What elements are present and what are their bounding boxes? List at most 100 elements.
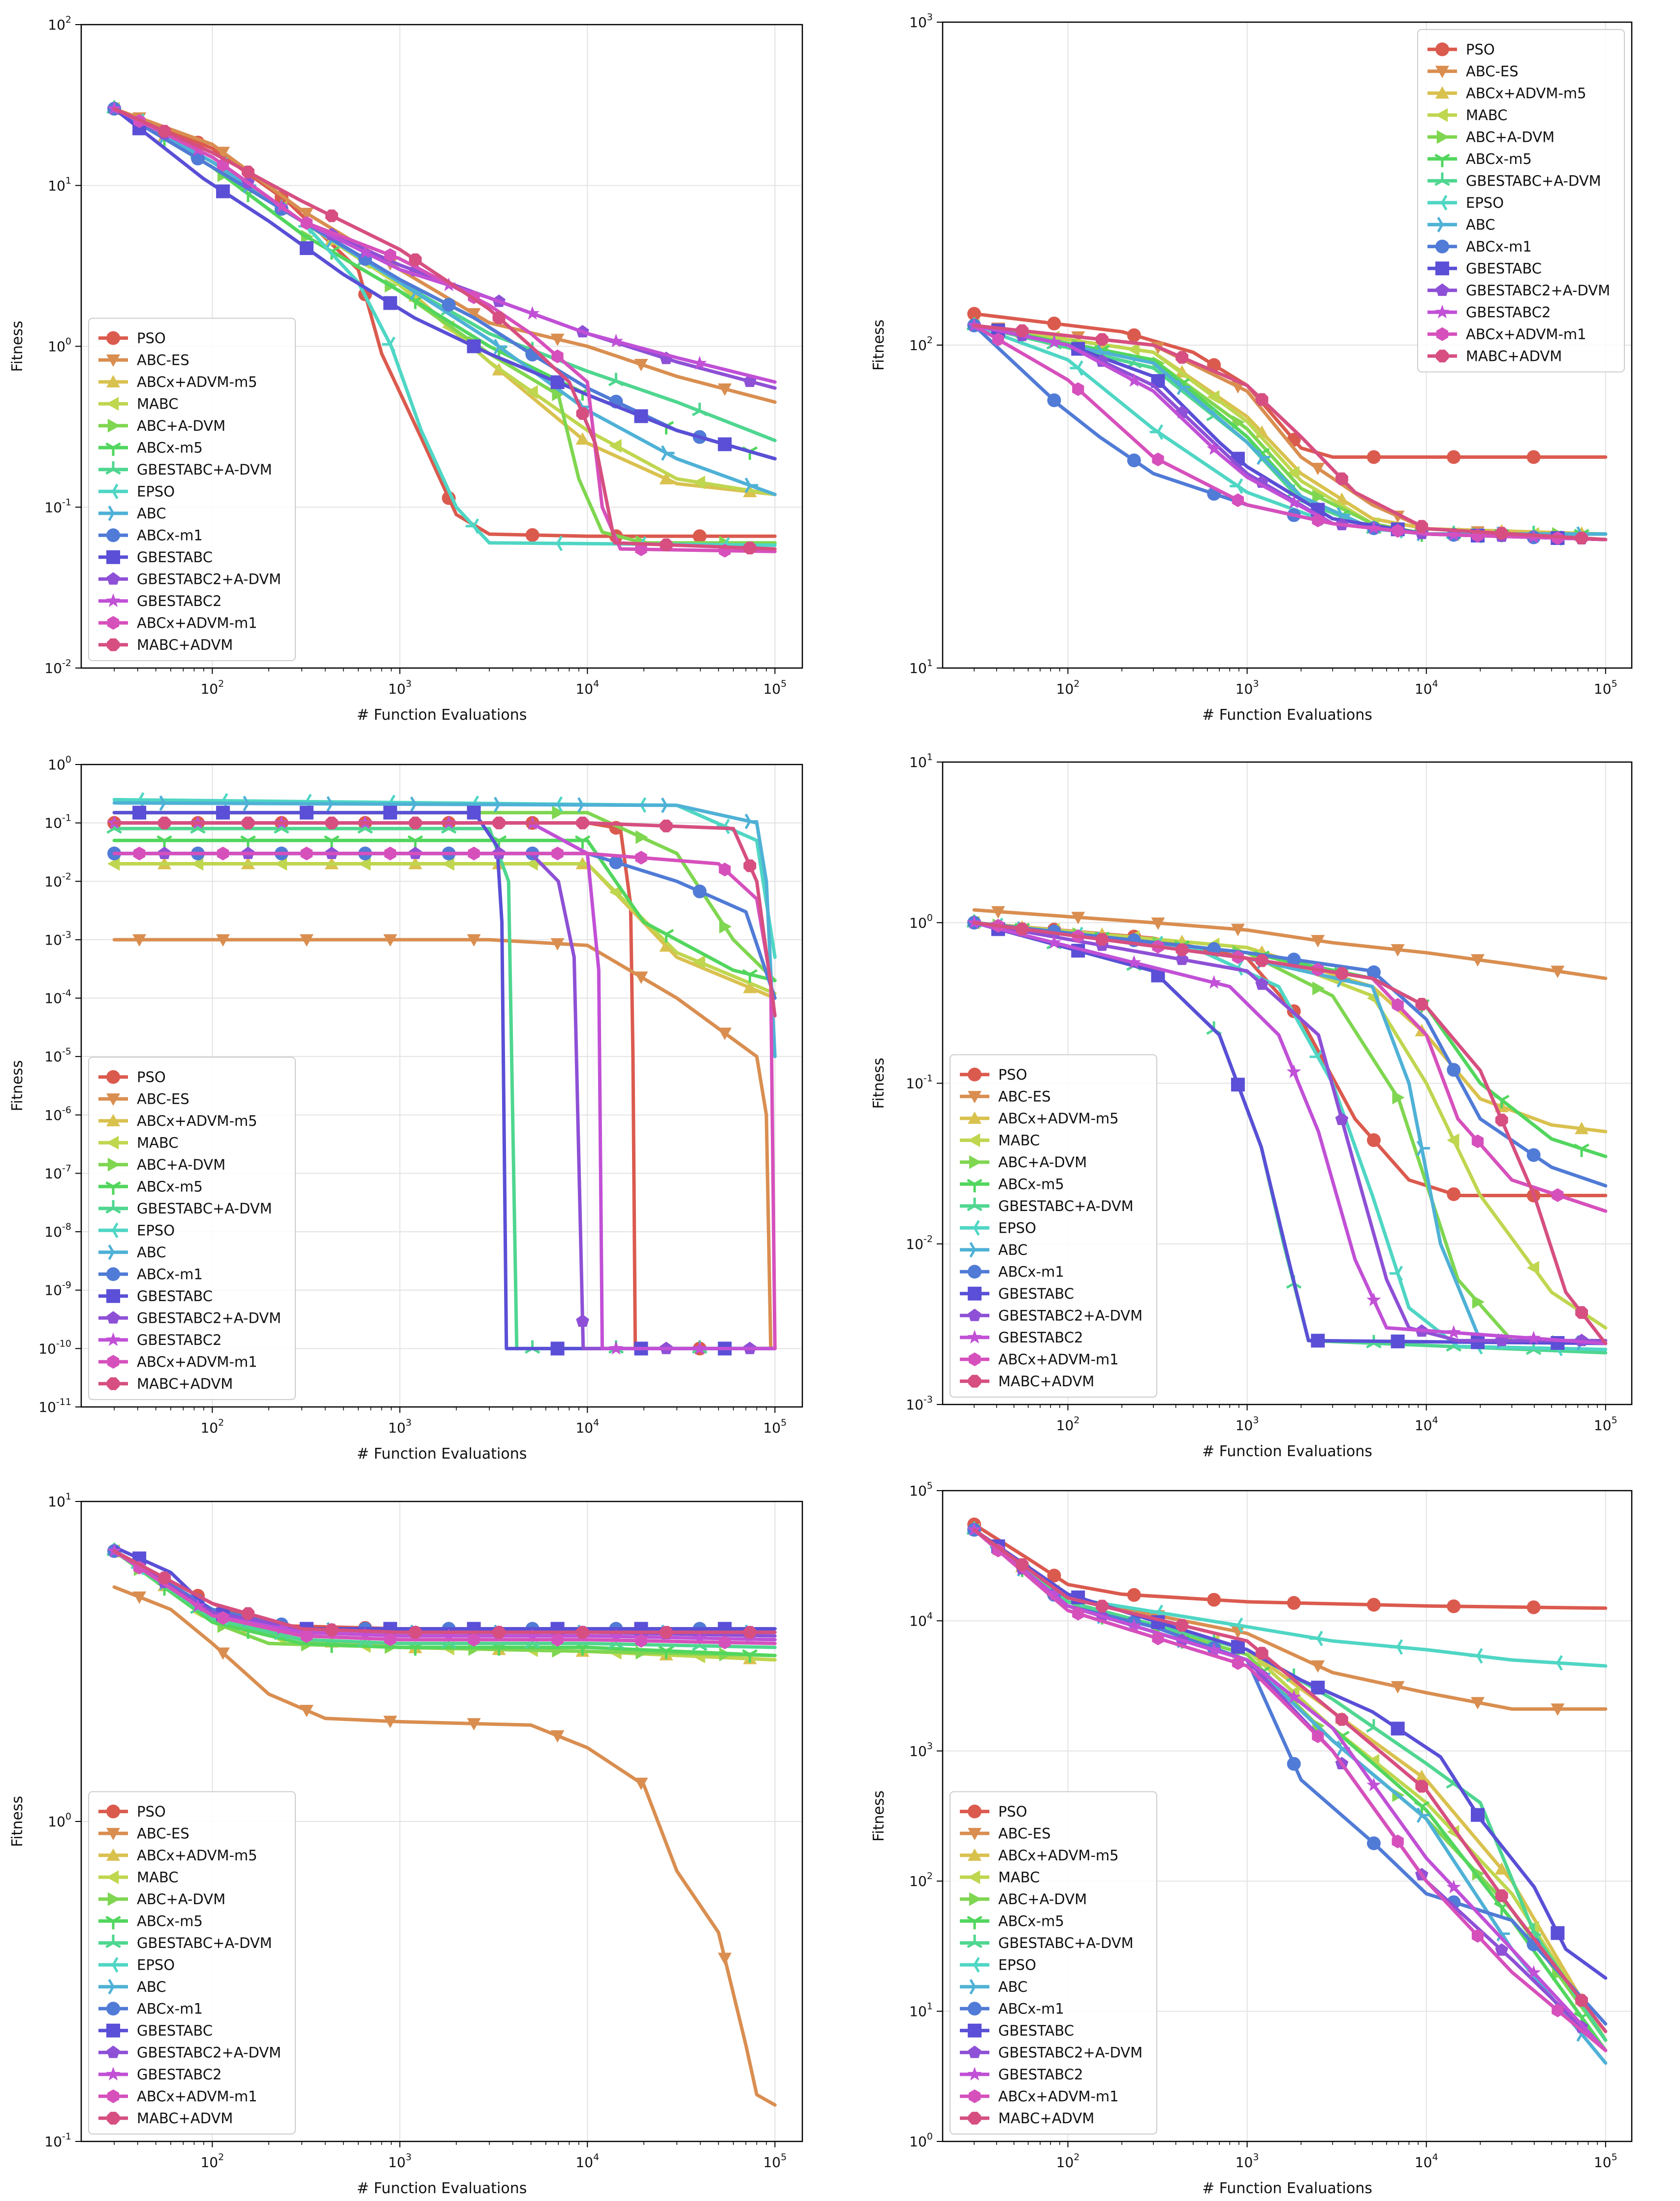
series-marker (968, 2111, 981, 2125)
series-marker (1391, 1722, 1405, 1736)
series-marker (1447, 450, 1461, 464)
series-marker (107, 418, 120, 433)
chart-panel-middle-right: 102 103 104 105 10-3 10-2 10-1 100 101 # Function… (870, 752, 1633, 1460)
y-axis-label: Fitness (9, 321, 26, 372)
series-marker (216, 1647, 230, 1660)
series-marker (216, 805, 230, 820)
series-marker (1416, 1807, 1430, 1823)
series-marker (107, 638, 120, 651)
series-marker (660, 538, 673, 551)
series-marker (383, 1716, 397, 1728)
legend-item: PSO (960, 1066, 1027, 1083)
legend-label: ABCx-m1 (137, 527, 203, 543)
series-marker (1206, 1642, 1221, 1657)
series-marker (1435, 65, 1449, 78)
x-tick-label: 104 (575, 2152, 599, 2170)
series-marker (217, 1611, 229, 1625)
series-marker (1127, 342, 1140, 356)
y-tick-label: 10-1 (44, 2131, 71, 2150)
series-marker (1255, 393, 1268, 406)
series-marker (1255, 1647, 1268, 1660)
x-tick-label: 102 (1056, 1415, 1080, 1434)
series-marker (1435, 86, 1449, 99)
series-marker (1257, 449, 1270, 465)
legend-label: MABC+ADVM (137, 2110, 233, 2127)
series-marker (1392, 1090, 1405, 1105)
y-tick-label: 10-2 (44, 658, 71, 676)
series-marker (576, 816, 589, 829)
legend-item: ABC-ES (960, 1825, 1051, 1842)
legend-label: GBESTABC+A-DVM (998, 1935, 1134, 1951)
series-marker (409, 816, 422, 829)
series-marker (1366, 1133, 1381, 1148)
series-line (112, 107, 777, 496)
series-marker (1435, 304, 1450, 319)
series-marker (1071, 912, 1085, 925)
series-marker (1435, 239, 1449, 254)
series-marker (1335, 967, 1348, 980)
series-marker (107, 616, 120, 630)
series-marker (1287, 1596, 1301, 1610)
series-marker (552, 387, 565, 401)
series-marker (968, 1133, 981, 1148)
series-marker (968, 1352, 981, 1367)
legend-label: EPSO (1466, 194, 1504, 211)
legend-item: GBESTABC (960, 1285, 1074, 1302)
series-marker (718, 1952, 732, 1965)
series-marker (216, 184, 230, 198)
series-marker (1415, 998, 1428, 1011)
x-tick-label: 105 (763, 2152, 787, 2170)
series-marker (1552, 1188, 1564, 1202)
legend-item: GBESTABC (1427, 260, 1542, 277)
series-marker (1176, 379, 1191, 395)
legend-label: PSO (137, 1803, 166, 1820)
legend-item: MABC (960, 1869, 1040, 1885)
legend-label: ABCx+ADVM-m5 (998, 1847, 1119, 1864)
series-marker (635, 1646, 648, 1659)
x-tick-label: 103 (388, 2152, 412, 2170)
series-line (112, 862, 777, 1000)
legend-item: ABCx-m5 (98, 1178, 203, 1195)
series-marker (1435, 108, 1448, 122)
series-marker (383, 934, 397, 947)
series-marker (744, 478, 759, 493)
series-marker (1575, 1994, 1588, 2007)
legend-item: ABC-ES (98, 351, 190, 368)
legend-item: ABC+A-DVM (98, 417, 225, 434)
series-group (966, 307, 1608, 546)
legend-item: ABCx+ADVM-m5 (960, 1847, 1119, 1864)
plot-frame (942, 761, 1633, 1405)
series-marker (574, 835, 591, 849)
series-marker (1255, 977, 1268, 990)
legend-item: PSO (98, 1069, 166, 1085)
legend-item: ABC (960, 1978, 1027, 1995)
x-tick-label: 103 (1236, 1415, 1259, 1434)
y-tick-label: 101 (909, 752, 933, 770)
legend-label: ABC+A-DVM (137, 1156, 225, 1173)
series-marker (1526, 450, 1541, 464)
legend-label: PSO (1466, 41, 1495, 58)
series-marker (1416, 1140, 1430, 1156)
legend-item: GBESTABC2 (960, 1329, 1083, 1346)
series-marker (1127, 328, 1141, 342)
series-marker (132, 934, 147, 947)
legend-label: GBESTABC (137, 549, 213, 566)
series-marker (1047, 393, 1061, 408)
series-marker (299, 934, 314, 947)
x-tick-label: 103 (388, 1417, 412, 1436)
legend-item: ABCx-m1 (98, 2000, 203, 2017)
series-marker (1366, 1778, 1381, 1791)
series-marker (106, 1114, 120, 1126)
series-marker (106, 354, 120, 367)
series-marker (106, 1136, 119, 1150)
series-marker (719, 1635, 731, 1650)
legend-box (88, 1791, 296, 2135)
legend-item: ABCx+ADVM-m1 (98, 614, 257, 631)
x-tick-label: 103 (1236, 2152, 1259, 2170)
legend-item: MABC (1427, 107, 1508, 124)
series-marker (326, 796, 340, 812)
series-marker (159, 795, 173, 811)
series-marker (1286, 1064, 1301, 1078)
series-marker (661, 797, 675, 813)
series-marker (1435, 283, 1449, 296)
